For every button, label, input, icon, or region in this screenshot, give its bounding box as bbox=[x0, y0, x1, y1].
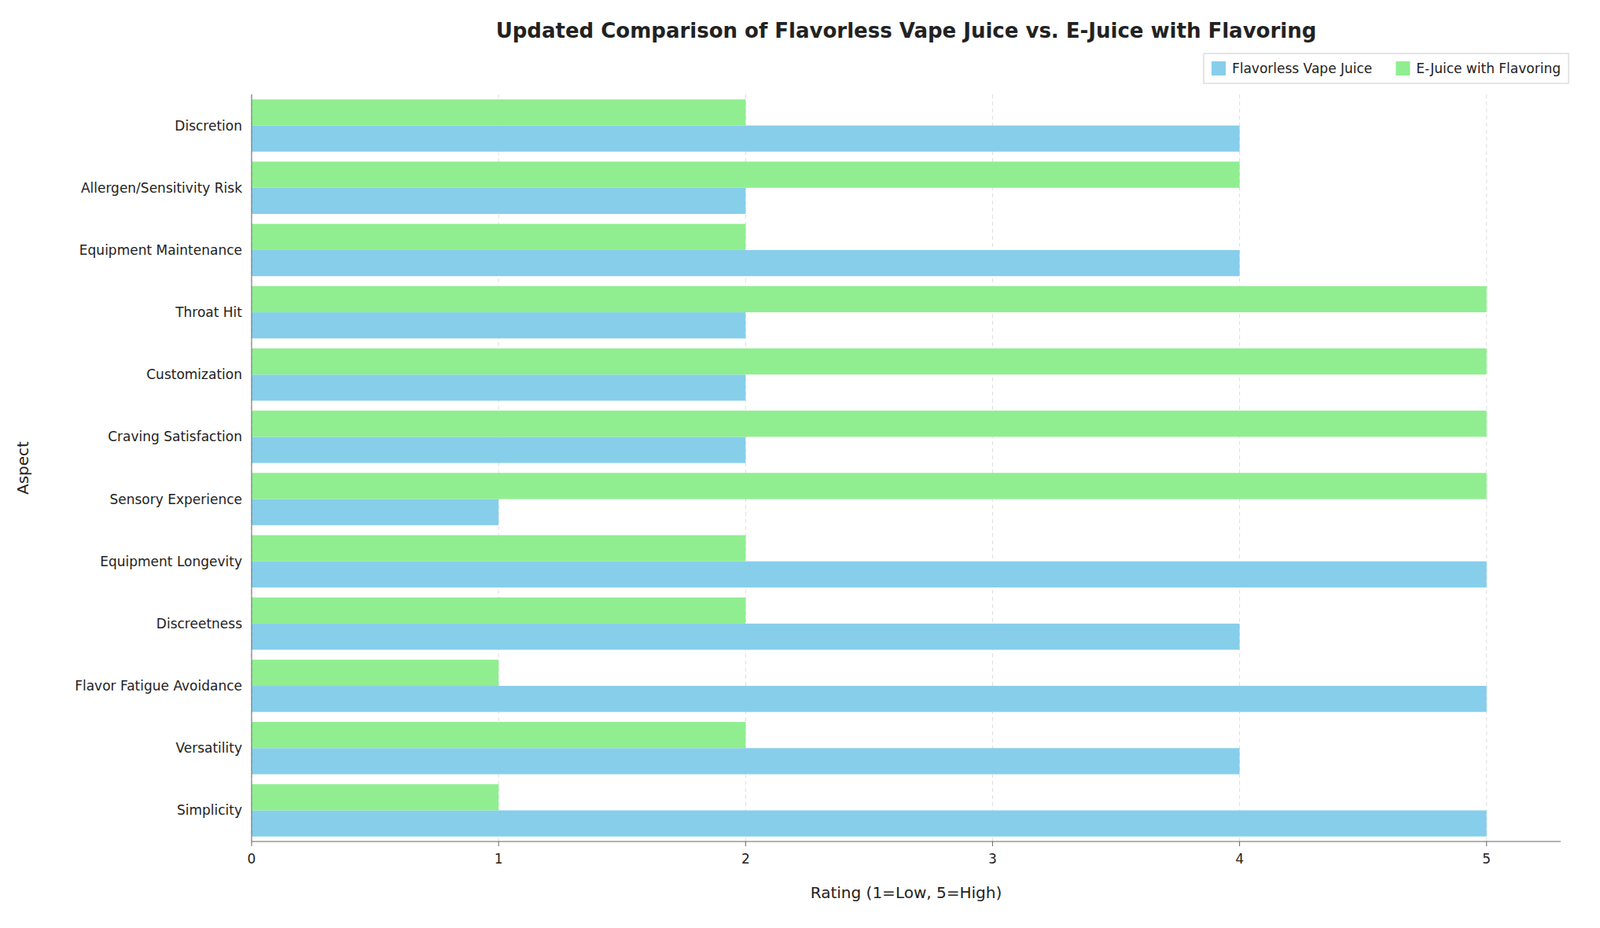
category-label: Craving Satisfaction bbox=[107, 428, 243, 445]
bar bbox=[251, 224, 746, 251]
category-label: Equipment Longevity bbox=[99, 553, 243, 570]
bar bbox=[251, 561, 1487, 588]
x-ticks: 0 1 2 3 4 5 bbox=[247, 841, 1492, 867]
grid-line bbox=[1239, 94, 1240, 842]
tick-label: 1 bbox=[494, 850, 504, 867]
category-label: Simplicity bbox=[176, 801, 243, 818]
y-axis-line bbox=[251, 94, 253, 842]
category-label: Equipment Maintenance bbox=[79, 242, 243, 258]
bar bbox=[251, 809, 1487, 836]
legend-label: Flavorless Vape Juice bbox=[1232, 60, 1372, 77]
x-axis-label: Rating (1=Low, 5=High) bbox=[810, 882, 1002, 902]
bar bbox=[251, 499, 499, 526]
tick-label: 4 bbox=[1235, 850, 1244, 867]
bar bbox=[251, 659, 499, 686]
tick-label: 0 bbox=[247, 850, 257, 867]
legend-swatch bbox=[1211, 61, 1226, 76]
tick-mark bbox=[992, 841, 994, 846]
legend-frame bbox=[1203, 53, 1569, 84]
bar bbox=[251, 410, 1487, 437]
legend-item: Flavorless Vape Juice bbox=[1211, 60, 1372, 77]
chart: Updated Comparison of Flavorless Vape Ju… bbox=[0, 0, 1600, 928]
bar bbox=[251, 374, 746, 401]
bar bbox=[251, 535, 746, 562]
tick-label: 2 bbox=[741, 850, 751, 867]
y-ticks: Simplicity Versatility Flavor Fatigue Avoi… bbox=[74, 117, 243, 819]
legend: Flavorless Vape Juice E-Juice with Flavor… bbox=[1203, 53, 1569, 84]
bar bbox=[251, 348, 1487, 375]
grid-line bbox=[992, 94, 994, 842]
category-label: Throat Hit bbox=[174, 304, 243, 320]
y-axis-label: Aspect bbox=[13, 441, 33, 495]
bar bbox=[251, 783, 499, 810]
x-axis-line bbox=[251, 841, 1561, 843]
bar bbox=[251, 286, 1487, 313]
category-label: Sensory Experience bbox=[109, 491, 243, 508]
grid bbox=[251, 94, 1487, 842]
tick-label: 3 bbox=[988, 850, 997, 867]
category-label: Discretion bbox=[174, 117, 243, 134]
category-label: Allergen/Sensitivity Risk bbox=[80, 180, 243, 196]
tick-mark bbox=[745, 841, 747, 846]
bar bbox=[251, 623, 1240, 650]
category-label: Flavor Fatigue Avoidance bbox=[74, 677, 243, 694]
grid-line bbox=[251, 94, 253, 842]
bar bbox=[251, 436, 746, 463]
bar bbox=[251, 125, 1240, 152]
bar bbox=[251, 161, 1240, 188]
category-label: Versatility bbox=[175, 739, 243, 756]
bar bbox=[251, 472, 1487, 499]
title: Updated Comparison of Flavorless Vape Ju… bbox=[496, 18, 1317, 43]
tick-mark bbox=[498, 841, 500, 846]
bar bbox=[251, 312, 746, 339]
legend-label: E-Juice with Flavoring bbox=[1416, 60, 1561, 77]
tick-mark bbox=[251, 841, 253, 846]
bar bbox=[251, 99, 746, 126]
grid-line bbox=[1485, 94, 1487, 842]
bar bbox=[251, 250, 1240, 276]
legend-swatch bbox=[1395, 61, 1410, 76]
bar bbox=[251, 187, 746, 214]
tick-mark bbox=[1239, 841, 1240, 846]
bar bbox=[251, 721, 746, 748]
bar bbox=[251, 597, 746, 624]
bars bbox=[251, 99, 1487, 836]
tick-mark bbox=[1485, 841, 1487, 846]
bar bbox=[251, 747, 1240, 774]
legend-item: E-Juice with Flavoring bbox=[1395, 60, 1561, 77]
category-label: Discreetness bbox=[156, 615, 243, 632]
tick-label: 5 bbox=[1482, 850, 1491, 867]
bar bbox=[251, 685, 1487, 712]
category-label: Customization bbox=[146, 366, 243, 383]
